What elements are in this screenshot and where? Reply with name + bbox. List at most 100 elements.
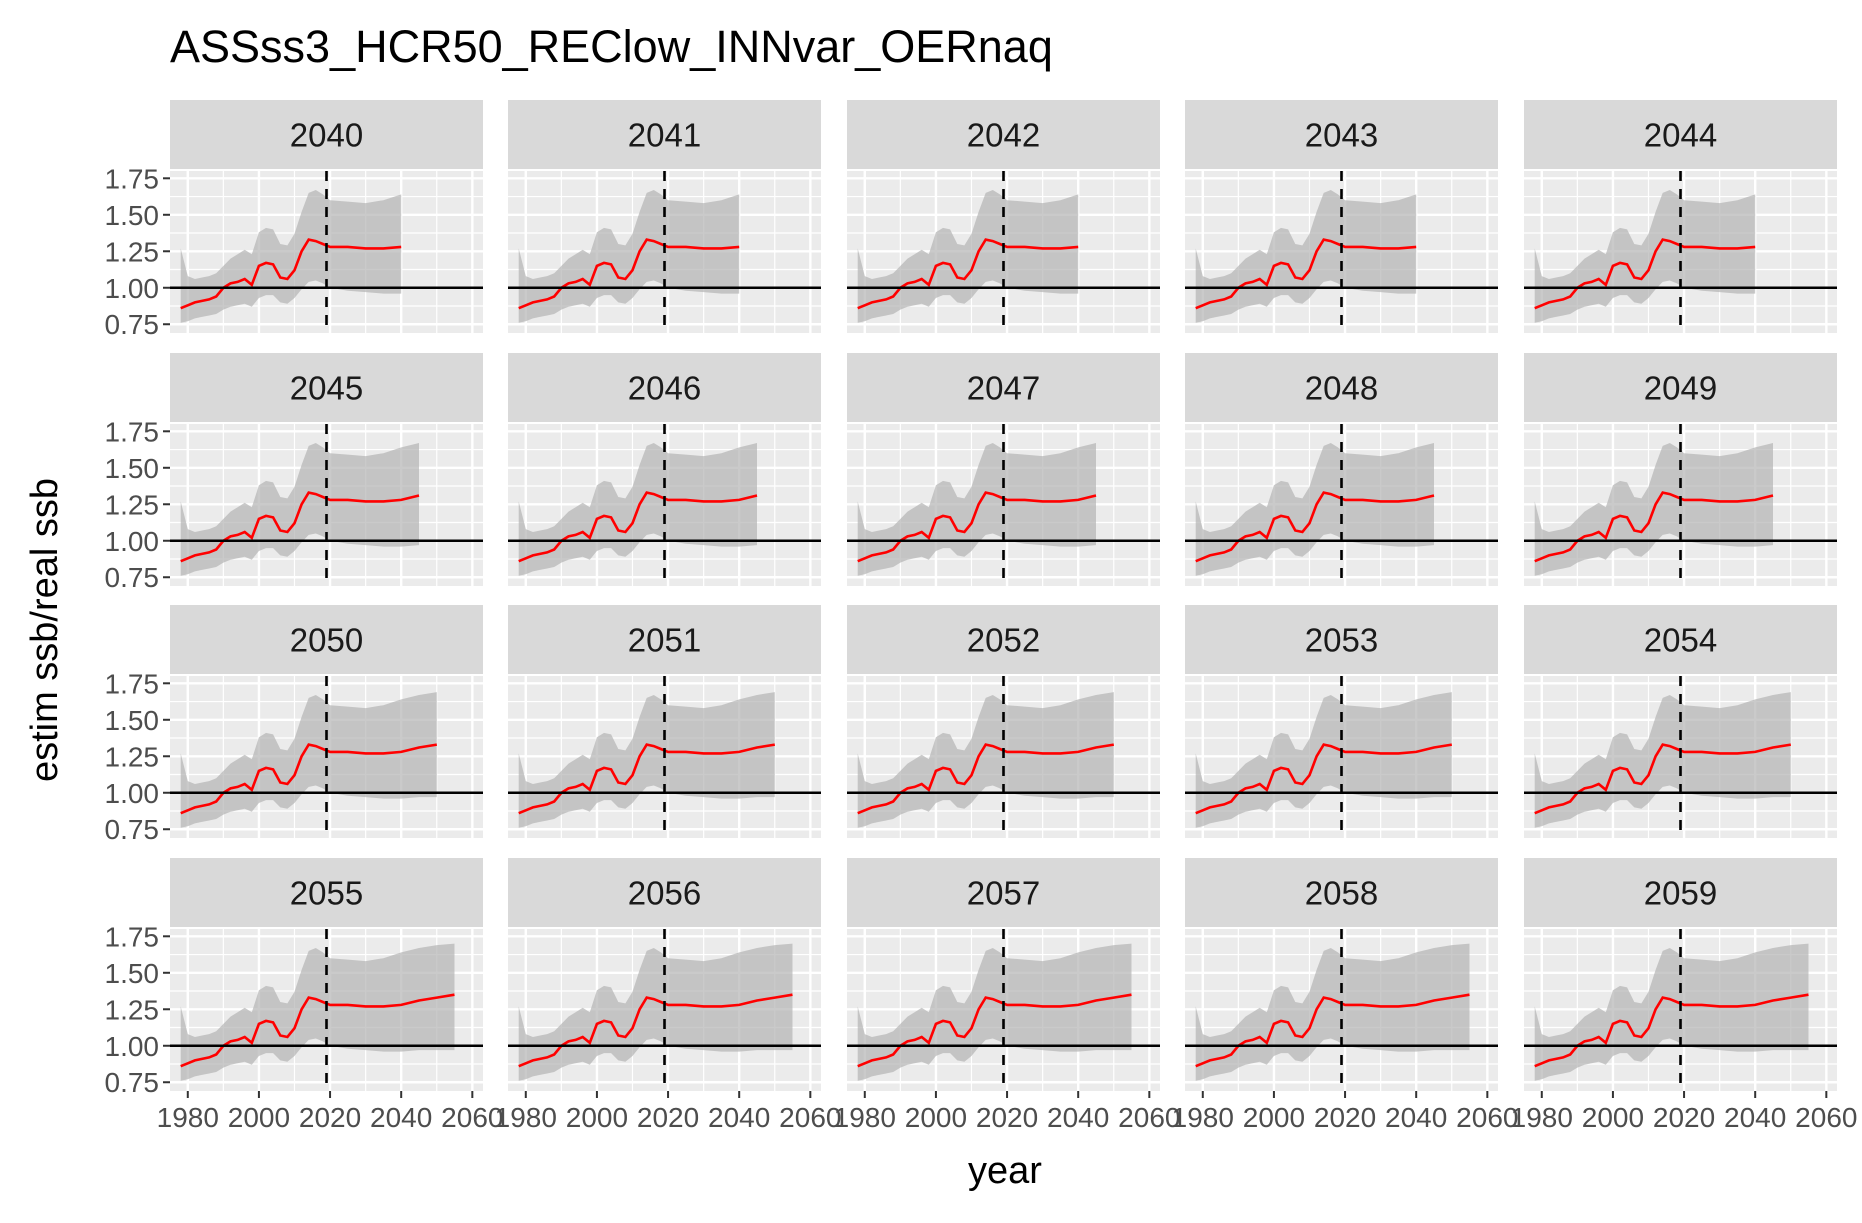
confidence-ribbon — [857, 190, 1079, 323]
facet-strip-label: 2051 — [628, 622, 701, 659]
facet-strip — [170, 100, 483, 169]
x-axis-title: year — [968, 1150, 1042, 1192]
facet-strip-label: 2053 — [1305, 622, 1378, 659]
facet-strip-label: 2044 — [1644, 117, 1717, 154]
y-tick-label: 1.00 — [105, 273, 160, 304]
y-tick-label: 1.25 — [105, 741, 160, 772]
facet-panel-2055: 2055 0.75 1.00 1.25 1.50 1.75 1980 2000 2020 2040… — [105, 858, 503, 1133]
x-tick-label: 1980 — [495, 1102, 557, 1133]
facet-strip — [847, 100, 1160, 169]
y-tick-label: 1.25 — [105, 994, 160, 1025]
facet-strip-label: 2043 — [1305, 117, 1378, 154]
facet-strip-label: 2040 — [290, 117, 363, 154]
facet-panel-2042: 2042 — [847, 100, 1160, 333]
facet-strip — [508, 100, 821, 169]
y-tick-label: 0.75 — [105, 1067, 160, 1098]
facet-strip-label: 2055 — [290, 875, 363, 912]
facet-strip — [847, 605, 1160, 674]
y-tick-label: 1.50 — [105, 958, 160, 989]
facet-strip-label: 2056 — [628, 875, 701, 912]
facet-panel-2056: 2056 1980 2000 2020 2040 2060 — [495, 858, 841, 1133]
facet-strip-label: 2042 — [967, 117, 1040, 154]
y-tick-label: 1.50 — [105, 453, 160, 484]
y-tick-label: 1.75 — [105, 668, 160, 699]
x-tick-label: 2020 — [1314, 1102, 1376, 1133]
median-line — [857, 993, 1132, 1068]
facet-panel-2045: 2045 0.75 1.00 1.25 1.50 1.75 — [105, 353, 483, 593]
y-axis-title: estim ssb/real ssb — [24, 478, 66, 782]
x-tick-label: 2000 — [1582, 1102, 1644, 1133]
median-line — [857, 491, 1097, 563]
x-tick-label: 1980 — [1172, 1102, 1234, 1133]
median-line — [1195, 743, 1453, 815]
facet-strip-label: 2045 — [290, 370, 363, 407]
y-tick-label: 1.75 — [105, 921, 160, 952]
y-tick-label: 0.75 — [105, 814, 160, 845]
x-tick-label: 2020 — [1653, 1102, 1715, 1133]
median-line — [1195, 238, 1417, 310]
facet-strip-label: 2047 — [967, 370, 1040, 407]
x-tick-label: 1980 — [1511, 1102, 1573, 1133]
x-tick-label: 2040 — [1047, 1102, 1109, 1133]
facet-strip — [1185, 100, 1498, 169]
y-tick-label: 1.50 — [105, 200, 160, 231]
median-line — [180, 491, 420, 563]
median-line — [180, 743, 438, 815]
x-tick-label: 2040 — [1385, 1102, 1447, 1133]
facet-panel-2057: 2057 1980 2000 2020 2040 2060 — [834, 858, 1180, 1133]
facet-strip-label: 2049 — [1644, 370, 1717, 407]
confidence-ribbon — [1534, 190, 1756, 323]
facet-strip — [1524, 100, 1837, 169]
y-tick-label: 1.00 — [105, 526, 160, 557]
median-line — [1195, 491, 1435, 563]
x-tick-label: 2020 — [976, 1102, 1038, 1133]
x-tick-label: 2020 — [299, 1102, 361, 1133]
facet-panel-2046: 2046 — [508, 353, 821, 586]
facet-strip — [170, 353, 483, 422]
x-tick-label: 2000 — [1243, 1102, 1305, 1133]
facet-panel-2058: 2058 1980 2000 2020 2040 2060 — [1172, 858, 1518, 1133]
x-tick-label: 2060 — [1118, 1102, 1180, 1133]
facet-panel-2047: 2047 — [847, 353, 1160, 586]
facet-panel-2054: 2054 — [1524, 605, 1837, 838]
y-tick-label: 1.50 — [105, 705, 160, 736]
median-line — [1534, 993, 1809, 1068]
y-tick-label: 0.75 — [105, 309, 160, 340]
facet-strip-label: 2058 — [1305, 875, 1378, 912]
facet-strip-label: 2059 — [1644, 875, 1717, 912]
facet-strip — [1524, 605, 1837, 674]
facet-strip — [847, 353, 1160, 422]
facet-strip — [1524, 858, 1837, 927]
facet-strip — [170, 858, 483, 927]
median-line — [518, 238, 740, 310]
facet-strip-label: 2050 — [290, 622, 363, 659]
facet-strip-label: 2057 — [967, 875, 1040, 912]
median-line — [518, 743, 776, 815]
facet-panel-2050: 2050 0.75 1.00 1.25 1.50 1.75 — [105, 605, 483, 845]
x-tick-label: 2060 — [779, 1102, 841, 1133]
facet-strip — [1524, 353, 1837, 422]
facet-strip — [508, 605, 821, 674]
confidence-ribbon — [180, 190, 402, 323]
facet-strip — [1185, 605, 1498, 674]
median-line — [857, 238, 1079, 310]
facet-panels: 2040 0.75 1.00 1.25 1.50 1.75 2041 2042 2043 2044… — [105, 100, 1857, 1133]
facet-strip-label: 2046 — [628, 370, 701, 407]
x-tick-label: 2060 — [1456, 1102, 1518, 1133]
x-tick-label: 2040 — [370, 1102, 432, 1133]
median-line — [518, 491, 758, 563]
confidence-ribbon — [518, 190, 740, 323]
y-tick-label: 1.25 — [105, 236, 160, 267]
x-tick-label: 2040 — [1724, 1102, 1786, 1133]
facet-strip — [847, 858, 1160, 927]
facet-strip — [1185, 353, 1498, 422]
x-tick-label: 2020 — [637, 1102, 699, 1133]
x-tick-label: 2040 — [708, 1102, 770, 1133]
facet-strip-label: 2048 — [1305, 370, 1378, 407]
median-line — [1534, 238, 1756, 310]
facet-strip — [1185, 858, 1498, 927]
facet-panel-2051: 2051 — [508, 605, 821, 838]
facet-strip — [508, 858, 821, 927]
y-tick-label: 1.00 — [105, 1031, 160, 1062]
